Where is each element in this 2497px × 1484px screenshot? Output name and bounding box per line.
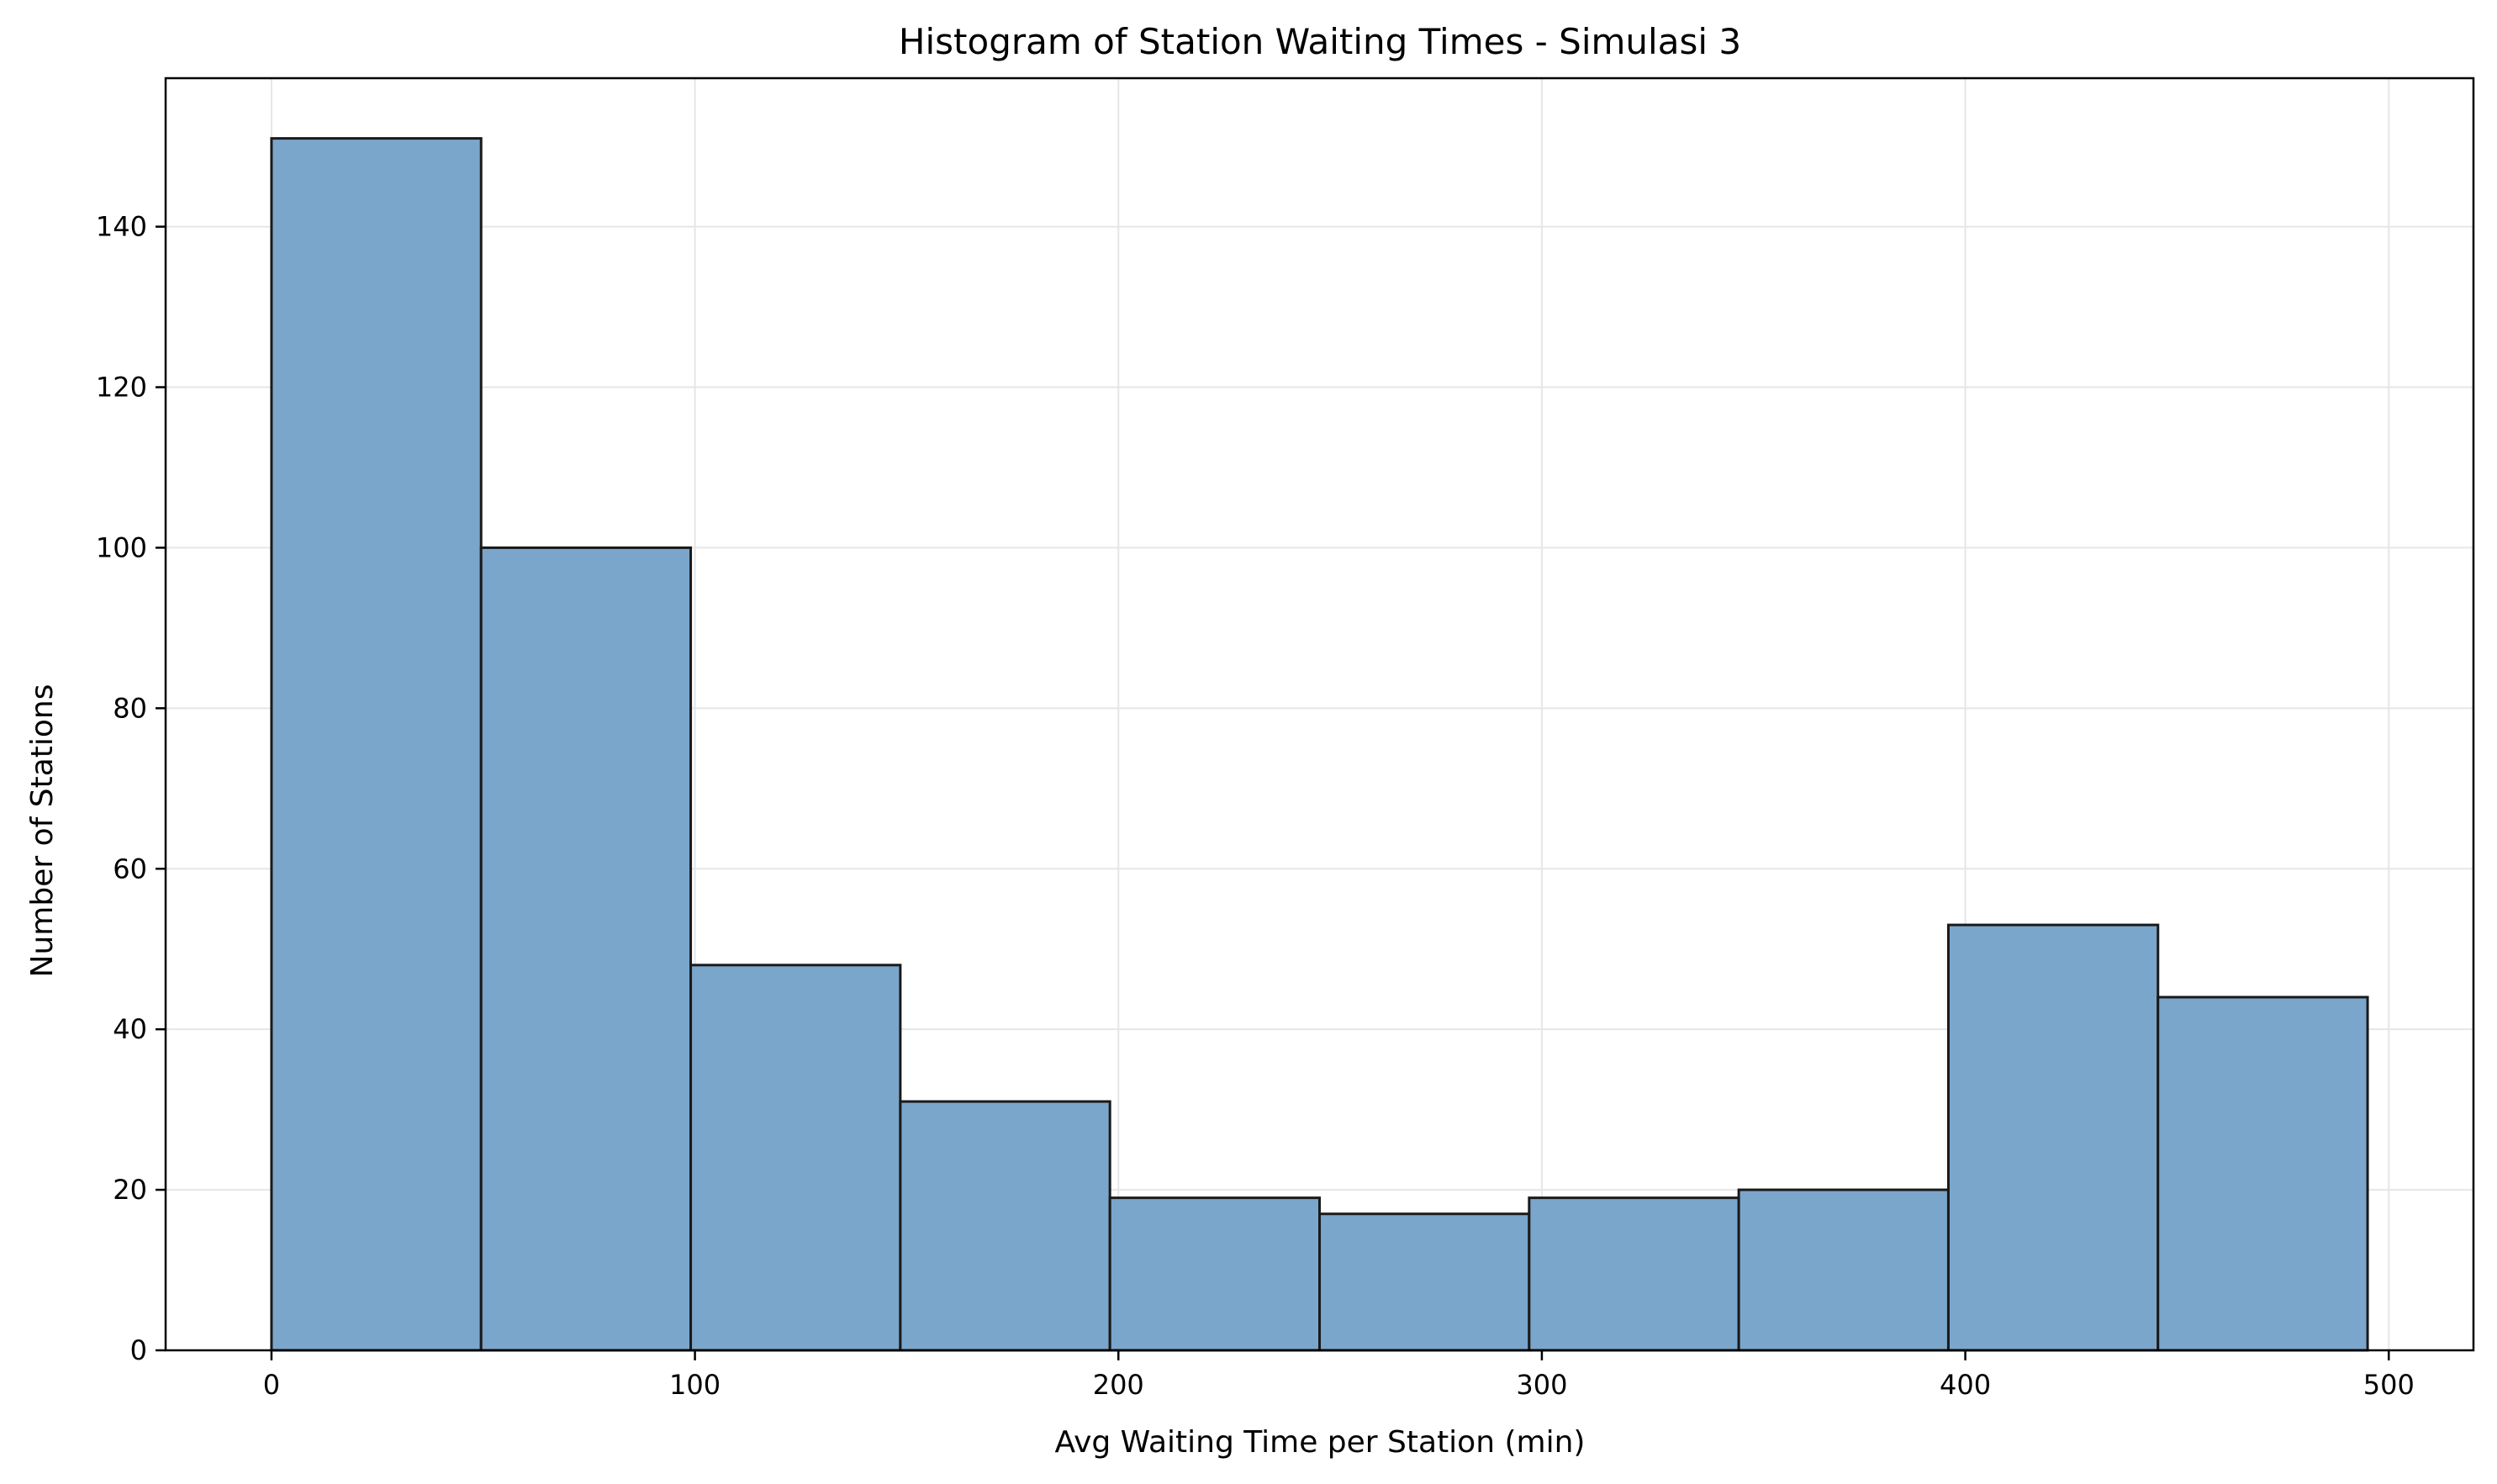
chart-title: Histogram of Station Waiting Times - Sim… [899,21,1741,62]
y-tick-label: 20 [113,1174,147,1206]
histogram-bar-9 [1946,923,2160,1352]
histogram-bar-3 [689,964,902,1352]
plot-frame [164,77,2475,1352]
y-tick-label: 140 [96,211,147,243]
x-tick-label: 100 [669,1369,721,1401]
y-axis-ticks: 0 20 40 60 80 100 120 140 [96,211,166,1366]
y-axis-label: Number of Stations [25,684,60,978]
histogram-bar-8 [1737,1188,1950,1352]
histogram-bar-2 [479,546,693,1352]
x-axis-ticks: 0 100 200 300 400 500 [263,1350,2415,1401]
y-tick-label: 40 [113,1013,147,1045]
y-tick-label: 120 [96,372,147,404]
histogram-bars [270,137,2369,1352]
histogram-bar-1 [270,137,483,1352]
y-tick-label: 80 [113,692,147,724]
y-tick-label: 60 [113,853,147,885]
y-tick-label: 0 [130,1334,147,1366]
histogram-bar-7 [1528,1196,1740,1352]
histogram-bar-4 [899,1100,1111,1352]
histogram-bar-5 [1108,1196,1321,1352]
x-tick-label: 500 [2363,1369,2415,1401]
histogram-bar-6 [1318,1212,1531,1352]
x-tick-label: 0 [263,1369,280,1401]
x-tick-label: 400 [1940,1369,1991,1401]
histogram-bar-10 [2156,995,2369,1352]
x-axis-label: Avg Waiting Time per Station (min) [1055,1425,1586,1460]
x-tick-label: 300 [1516,1369,1567,1401]
y-tick-label: 100 [96,531,147,563]
x-tick-label: 200 [1093,1369,1144,1401]
